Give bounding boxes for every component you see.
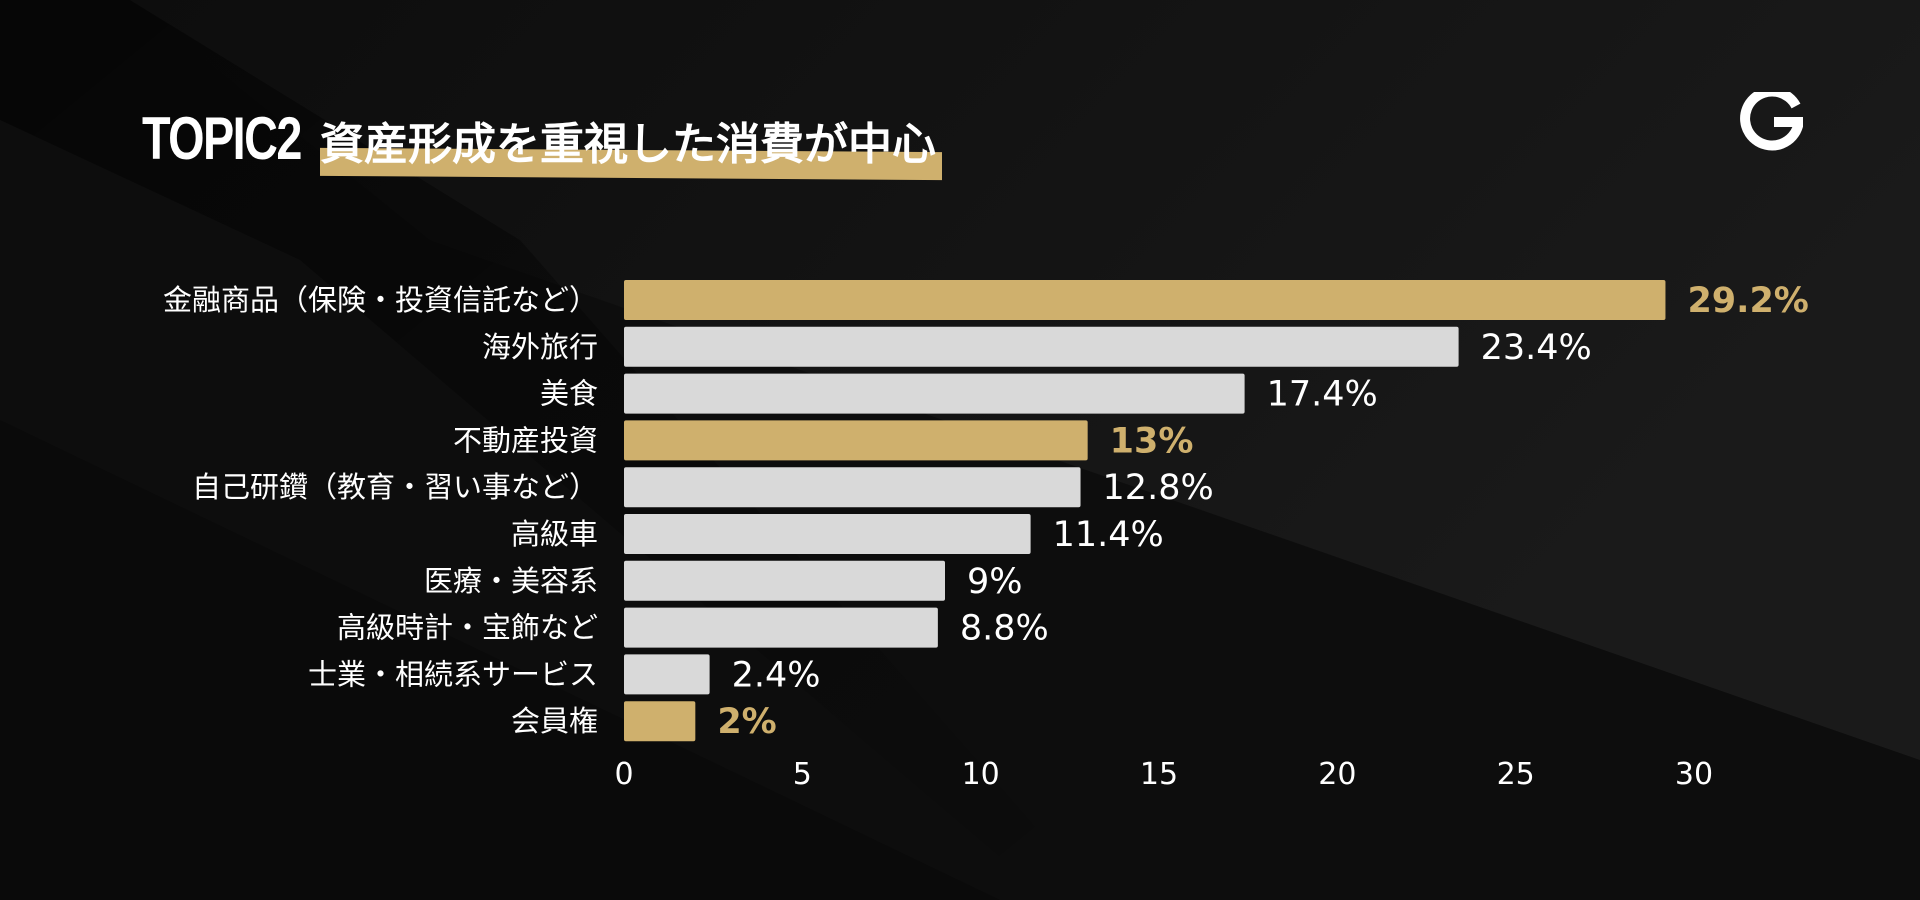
category-label: 会員権 [511,704,598,738]
x-tick-label: 15 [1140,757,1178,792]
bar-4 [624,467,1081,508]
bar-1 [624,326,1459,367]
category-label: 高級時計・宝飾など [337,611,598,645]
category-label: 海外旅行 [482,330,598,364]
x-tick-label: 0 [614,757,633,792]
value-label: 2.4% [732,655,821,695]
x-tick-label: 10 [962,757,1000,792]
value-label: 29.2% [1687,281,1808,321]
header: TOPIC2 資産形成を重視した消費が中心 [142,104,942,181]
category-label: 美食 [540,377,598,411]
value-label: 12.8% [1103,468,1214,508]
category-label: 高級車 [511,517,598,551]
bar-0 [624,280,1666,320]
x-tick-label: 30 [1675,757,1713,792]
value-label: 13% [1110,421,1194,461]
page-title: 資産形成を重視した消費が中心 [320,119,936,170]
g-logo-icon [1740,92,1803,151]
bar-8 [624,654,710,695]
title-wrap: 資産形成を重視した消費が中心 [320,108,942,181]
bar-5 [624,514,1031,554]
value-label: 9% [967,562,1023,602]
category-label: 士業・相続系サービス [308,657,598,691]
bar-7 [624,607,938,648]
bar-2 [624,373,1245,414]
bar-6 [624,560,945,601]
x-tick-label: 20 [1318,757,1356,792]
x-tick-label: 25 [1497,757,1535,792]
value-label: 2% [717,702,776,742]
value-label: 11.4% [1053,515,1164,555]
category-label: 自己研鑽（教育・習い事など） [192,470,598,504]
value-label: 17.4% [1267,375,1378,415]
bar-9 [624,701,696,742]
category-label: 不動産投資 [453,423,598,457]
x-tick-label: 5 [793,757,812,792]
value-label: 8.8% [960,609,1049,649]
value-label: 23.4% [1481,328,1592,368]
category-label: 医療・美容系 [424,564,598,598]
bar-3 [624,420,1088,461]
topic-label: TOPIC2 [142,105,302,172]
category-label: 金融商品（保険・投資信託など） [163,283,598,317]
